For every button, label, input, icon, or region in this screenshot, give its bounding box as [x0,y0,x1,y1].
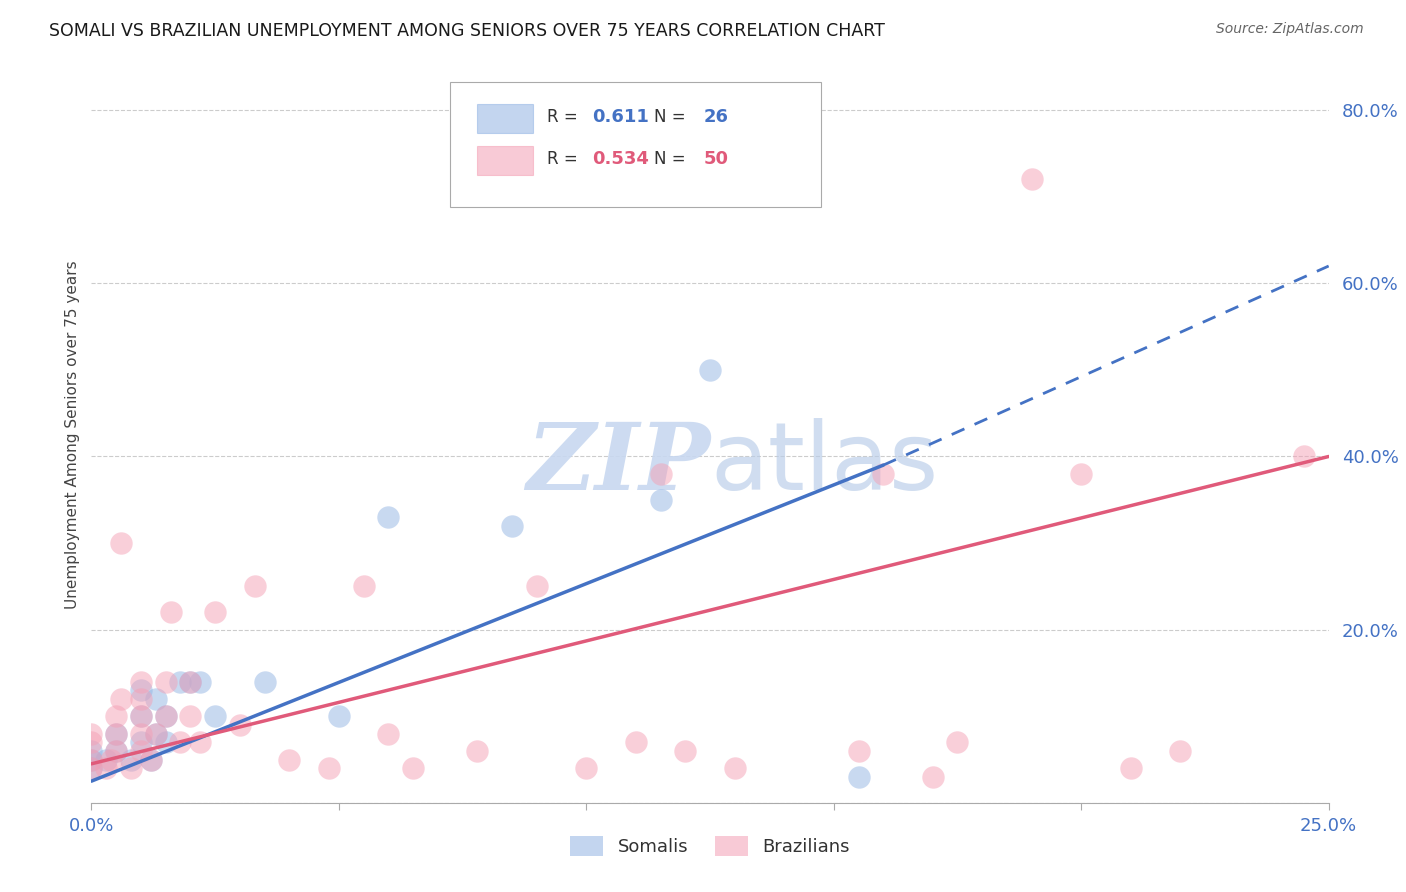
Point [169,674,191,689]
Point [129,674,152,689]
Point [1168,744,1191,758]
Point [169,735,191,749]
Point [129,709,152,723]
Point [318,761,340,775]
Legend: Somalis, Brazilians: Somalis, Brazilians [564,829,856,863]
Point [139,752,162,766]
Text: 26: 26 [704,108,728,126]
Point [129,692,152,706]
Point [1119,761,1142,775]
Point [105,709,128,723]
Point [848,770,870,784]
Point [80,761,103,775]
FancyBboxPatch shape [450,81,821,207]
Point [204,605,226,619]
Text: SOMALI VS BRAZILIAN UNEMPLOYMENT AMONG SENIORS OVER 75 YEARS CORRELATION CHART: SOMALI VS BRAZILIAN UNEMPLOYMENT AMONG S… [49,22,886,40]
Point [377,726,399,740]
Y-axis label: Unemployment Among Seniors over 75 years: Unemployment Among Seniors over 75 years [65,260,80,609]
Point [946,735,969,749]
Point [155,735,177,749]
Text: R =: R = [547,150,582,168]
Text: 0.534: 0.534 [592,150,650,168]
Point [105,744,128,758]
Point [848,744,870,758]
Point [129,683,152,698]
Point [328,709,350,723]
Point [501,518,523,533]
Point [96,752,118,766]
Point [105,726,128,740]
Point [105,744,128,758]
Point [204,709,226,723]
Point [278,752,301,766]
Point [145,726,167,740]
Point [80,761,103,775]
Point [872,467,894,481]
Point [624,735,647,749]
Point [145,692,167,706]
Point [129,709,152,723]
Text: N =: N = [654,150,692,168]
Point [243,579,266,593]
Point [120,761,142,775]
Text: atlas: atlas [710,418,938,510]
Point [96,761,118,775]
Point [155,709,177,723]
Point [353,579,375,593]
Point [188,735,211,749]
Point [155,709,177,723]
Point [229,718,252,732]
Point [110,536,132,550]
Text: R =: R = [547,108,582,126]
Point [724,761,747,775]
Point [188,674,211,689]
Point [650,467,672,481]
Point [129,726,152,740]
Point [467,744,489,758]
Text: 50: 50 [704,150,728,168]
Point [80,752,103,766]
Point [80,735,103,749]
Point [179,674,201,689]
Point [1070,467,1092,481]
Text: 0.611: 0.611 [592,108,650,126]
FancyBboxPatch shape [478,103,533,133]
Point [921,770,943,784]
Point [129,744,152,758]
Text: N =: N = [654,108,692,126]
Point [1021,172,1043,186]
Point [650,492,672,507]
Point [100,752,122,766]
Point [80,752,103,766]
Point [402,761,425,775]
Point [575,761,598,775]
Text: ZIP: ZIP [526,419,710,509]
Point [120,752,142,766]
Point [155,674,177,689]
Point [673,744,696,758]
Point [159,605,181,619]
Point [526,579,548,593]
Point [110,692,132,706]
Point [699,363,721,377]
Text: Source: ZipAtlas.com: Source: ZipAtlas.com [1216,22,1364,37]
Point [145,726,167,740]
Point [80,744,103,758]
Point [80,726,103,740]
Point [377,510,399,524]
Point [253,674,276,689]
Point [179,709,201,723]
Point [105,726,128,740]
Point [129,735,152,749]
Point [1292,450,1315,464]
Point [139,752,162,766]
FancyBboxPatch shape [478,145,533,175]
Point [179,674,201,689]
